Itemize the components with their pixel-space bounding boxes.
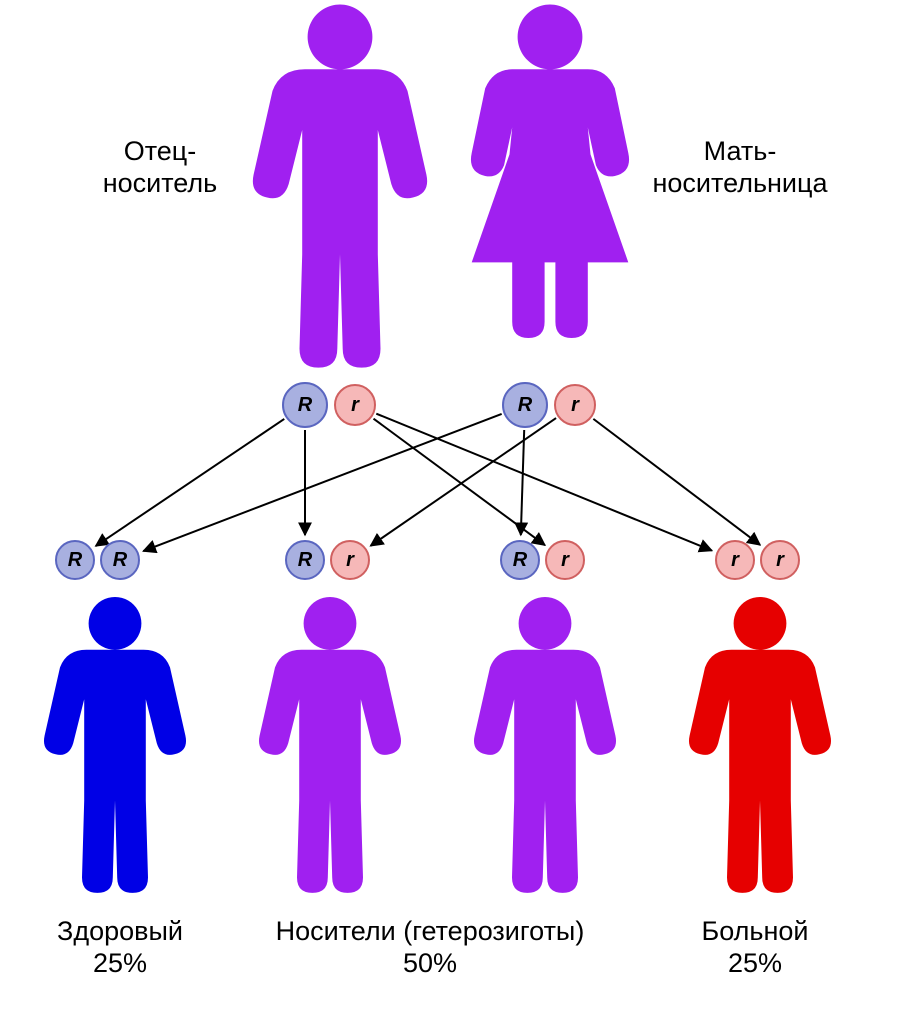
child-3-label: Больной25% — [702, 916, 809, 978]
parent-allele-mr: r — [555, 385, 595, 425]
child-2-label: Носители (гетерозиготы)50% — [276, 916, 585, 978]
child-0-allele-0: R — [56, 541, 94, 579]
person-icon — [253, 4, 427, 367]
person-icon — [471, 4, 629, 337]
child-2-allele-1: r — [546, 541, 584, 579]
child-0-figure — [44, 597, 186, 893]
allele-letter: R — [113, 549, 128, 571]
inheritance-arrows — [96, 414, 760, 551]
child-3-figure — [689, 597, 831, 893]
child-1-allele-1: r — [331, 541, 369, 579]
allele-letter: R — [68, 549, 83, 571]
allele-letter: r — [571, 394, 580, 416]
child-3-allele-0: r — [716, 541, 754, 579]
allele-letter: r — [561, 549, 570, 571]
parent-allele-fr: r — [335, 385, 375, 425]
inheritance-diagram: Отец-носитель Мать-носительница Rr Rr R R Rr Rr… — [0, 0, 900, 1023]
child-2-allele-0: R — [501, 541, 539, 579]
child-1-allele-0: R — [286, 541, 324, 579]
allele-letter: r — [776, 549, 785, 571]
inheritance-arrow — [96, 419, 285, 546]
father-label: Отец-носитель — [103, 136, 218, 198]
child-2-figure — [474, 597, 616, 893]
father-figure — [253, 4, 427, 367]
child-0-allele-1: R — [101, 541, 139, 579]
allele-letter: r — [351, 394, 360, 416]
child-0-label: Здоровый25% — [57, 916, 183, 978]
parent-allele-fR: R — [283, 383, 327, 427]
allele-letter: r — [731, 549, 740, 571]
person-icon — [259, 597, 401, 893]
allele-letter: r — [346, 549, 355, 571]
person-icon — [44, 597, 186, 893]
inheritance-arrow — [143, 414, 501, 551]
inheritance-arrow — [593, 419, 760, 545]
allele-letter: R — [518, 394, 533, 416]
inheritance-arrow — [376, 414, 712, 551]
allele-letter: R — [298, 394, 313, 416]
child-3-allele-1: r — [761, 541, 799, 579]
person-icon — [474, 597, 616, 893]
child-1-figure — [259, 597, 401, 893]
inheritance-arrow — [521, 430, 524, 535]
person-icon — [689, 597, 831, 893]
allele-letter: R — [298, 549, 313, 571]
parent-allele-mR: R — [503, 383, 547, 427]
mother-label: Мать-носительница — [653, 136, 829, 198]
allele-letter: R — [513, 549, 528, 571]
mother-figure — [471, 4, 629, 337]
